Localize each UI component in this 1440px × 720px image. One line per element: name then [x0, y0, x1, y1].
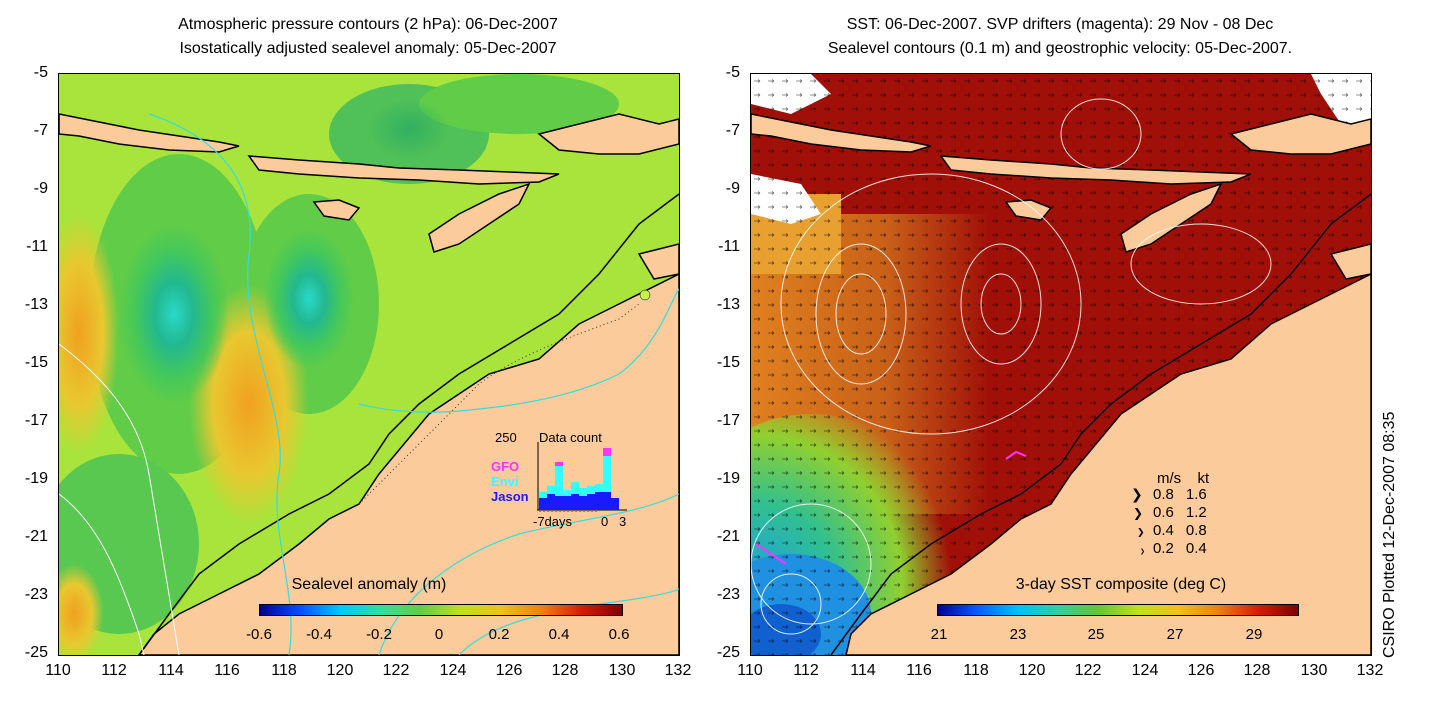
right-x-tick: 118: [963, 662, 989, 679]
right-y-tick: -9: [725, 180, 740, 197]
velocity-legend-header: m/s kt: [1157, 470, 1209, 487]
sla-tick: 0.4: [548, 626, 570, 643]
sla-tick: 0.6: [608, 626, 630, 643]
left-y-tick: -11: [26, 238, 48, 255]
sst-tick: 29: [1245, 626, 1263, 643]
credit-label: CSIRO Plotted 12-Dec-2007 08:35: [1381, 411, 1398, 658]
velocity-arrow-icon: ❯: [1131, 486, 1143, 502]
sst-tick: 21: [930, 626, 948, 643]
right-title-line1: SST: 06-Dec-2007. SVP drifters (magenta)…: [846, 16, 1274, 33]
right-y-tick: -25: [716, 644, 740, 661]
left-x-tick: 116: [214, 662, 240, 679]
velocity-legend: m/s kt ❯ 0.8 1.6 ❯ 0.6 1.2 ❯ 0.4 0.8 ❯ 0.2 0.4: [1131, 470, 1241, 557]
right-title-line2: Sealevel contours (0.1 m) and geostrophi…: [827, 40, 1293, 57]
sst-map-graphic: [751, 74, 1371, 655]
velocity-legend-row: ❯ 0.8 1.6: [1131, 486, 1207, 503]
left-y-tick: -9: [33, 180, 48, 197]
sla-tick: 0: [434, 626, 444, 643]
left-x-tick: 110: [45, 662, 71, 679]
left-x-tick: 122: [382, 662, 410, 679]
right-y-tick: -11: [718, 238, 740, 255]
sst-tick: 23: [1009, 626, 1027, 643]
left-x-tick: 114: [158, 662, 184, 679]
right-x-tick: 132: [1356, 662, 1384, 679]
right-y-tick: -23: [716, 586, 740, 603]
velocity-legend-row: ❯ 0.6 1.2: [1133, 504, 1207, 521]
left-y-tick: -21: [24, 528, 48, 545]
right-y-tick: -7: [725, 122, 740, 139]
left-x-tick: 130: [608, 662, 636, 679]
right-y-tick: -21: [716, 528, 740, 545]
right-x-tick: 122: [1074, 662, 1102, 679]
left-y-tick: -23: [24, 586, 48, 603]
velocity-arrow-icon: ❯: [1140, 549, 1146, 555]
sla-tick: -0.2: [366, 626, 392, 643]
sst-tick: 25: [1087, 626, 1105, 643]
right-x-tick: 130: [1300, 662, 1328, 679]
left-x-tick: 120: [326, 662, 354, 679]
data-count-inset: 250 Data count GFO Envi Jason -7days: [489, 426, 629, 536]
inset-x-right: 3: [619, 514, 627, 529]
inset-title: Data count: [539, 430, 602, 445]
right-y-tick: -15: [716, 354, 740, 371]
right-y-tick: -17: [716, 412, 740, 429]
right-x-tick: 110: [737, 662, 763, 679]
left-x-tick: 118: [271, 662, 297, 679]
inset-mission-jason: Jason: [491, 489, 529, 504]
inset-mission-gfo: GFO: [491, 459, 520, 474]
sea-level-anomaly-map: 250 Data count GFO Envi Jason -7days: [58, 73, 680, 656]
right-x-tick: 116: [906, 662, 932, 679]
left-x-tick: 112: [101, 662, 127, 679]
velocity-header-ms: m/s: [1157, 470, 1182, 487]
sla-map-graphic: [59, 74, 679, 655]
sla-colorbar: [259, 604, 623, 616]
inset-x-mid: 0: [601, 514, 609, 529]
right-x-tick: 128: [1243, 662, 1271, 679]
right-y-tick: -19: [716, 470, 740, 487]
inset-bar-chart: [537, 442, 627, 512]
sst-colorbar: [937, 604, 1299, 616]
inset-count-max: 250: [495, 430, 517, 445]
sla-tick: 0.2: [488, 626, 510, 643]
right-y-tick: -13: [716, 296, 740, 313]
inset-mission-envi: Envi: [491, 474, 519, 489]
left-title-line2: Isostatically adjusted sealevel anomaly:…: [179, 40, 557, 57]
sla-tick: -0.6: [246, 626, 272, 643]
left-title-line1: Atmospheric pressure contours (2 hPa): 0…: [178, 16, 558, 33]
sst-colorbar-title: 3-day SST composite (deg C): [1015, 576, 1227, 593]
left-y-tick: -5: [33, 64, 48, 81]
left-x-tick: 132: [664, 662, 692, 679]
velocity-header-kt: kt: [1197, 470, 1210, 487]
timor-island: [428, 182, 531, 253]
sst-tick: 27: [1166, 626, 1184, 643]
drifter-marker: [639, 289, 651, 301]
inset-bars: [539, 448, 619, 510]
left-y-tick: -17: [24, 412, 48, 429]
left-y-tick: -13: [24, 296, 48, 313]
right-x-tick: 124: [1131, 662, 1159, 679]
velocity-legend-row: ❯ 0.2 0.4: [1131, 540, 1207, 557]
velocity-arrow-icon: ❯: [1133, 506, 1144, 520]
left-x-tick: 126: [495, 662, 523, 679]
right-y-tick: -5: [725, 64, 740, 81]
sst-map: m/s kt ❯ 0.8 1.6 ❯ 0.6 1.2 ❯ 0.4 0.8 ❯ 0.2 0.4 3…: [750, 73, 1372, 656]
right-x-tick: 120: [1018, 662, 1046, 679]
left-y-tick: -25: [24, 644, 48, 661]
inset-x-left: -7days: [533, 514, 573, 529]
velocity-legend-row: ❯ 0.4 0.8: [1131, 522, 1207, 539]
velocity-arrow-icon: ❯: [1137, 527, 1145, 537]
left-x-tick: 128: [551, 662, 579, 679]
sla-colorbar-title: Sealevel anomaly (m): [291, 576, 447, 593]
right-x-tick: 112: [793, 662, 819, 679]
left-y-tick: -19: [24, 470, 48, 487]
sla-tick: -0.4: [306, 626, 332, 643]
left-y-tick: -15: [24, 354, 48, 371]
left-y-tick: -7: [33, 122, 48, 139]
right-x-tick: 126: [1187, 662, 1215, 679]
left-x-tick: 124: [439, 662, 467, 679]
right-x-tick: 114: [850, 662, 876, 679]
